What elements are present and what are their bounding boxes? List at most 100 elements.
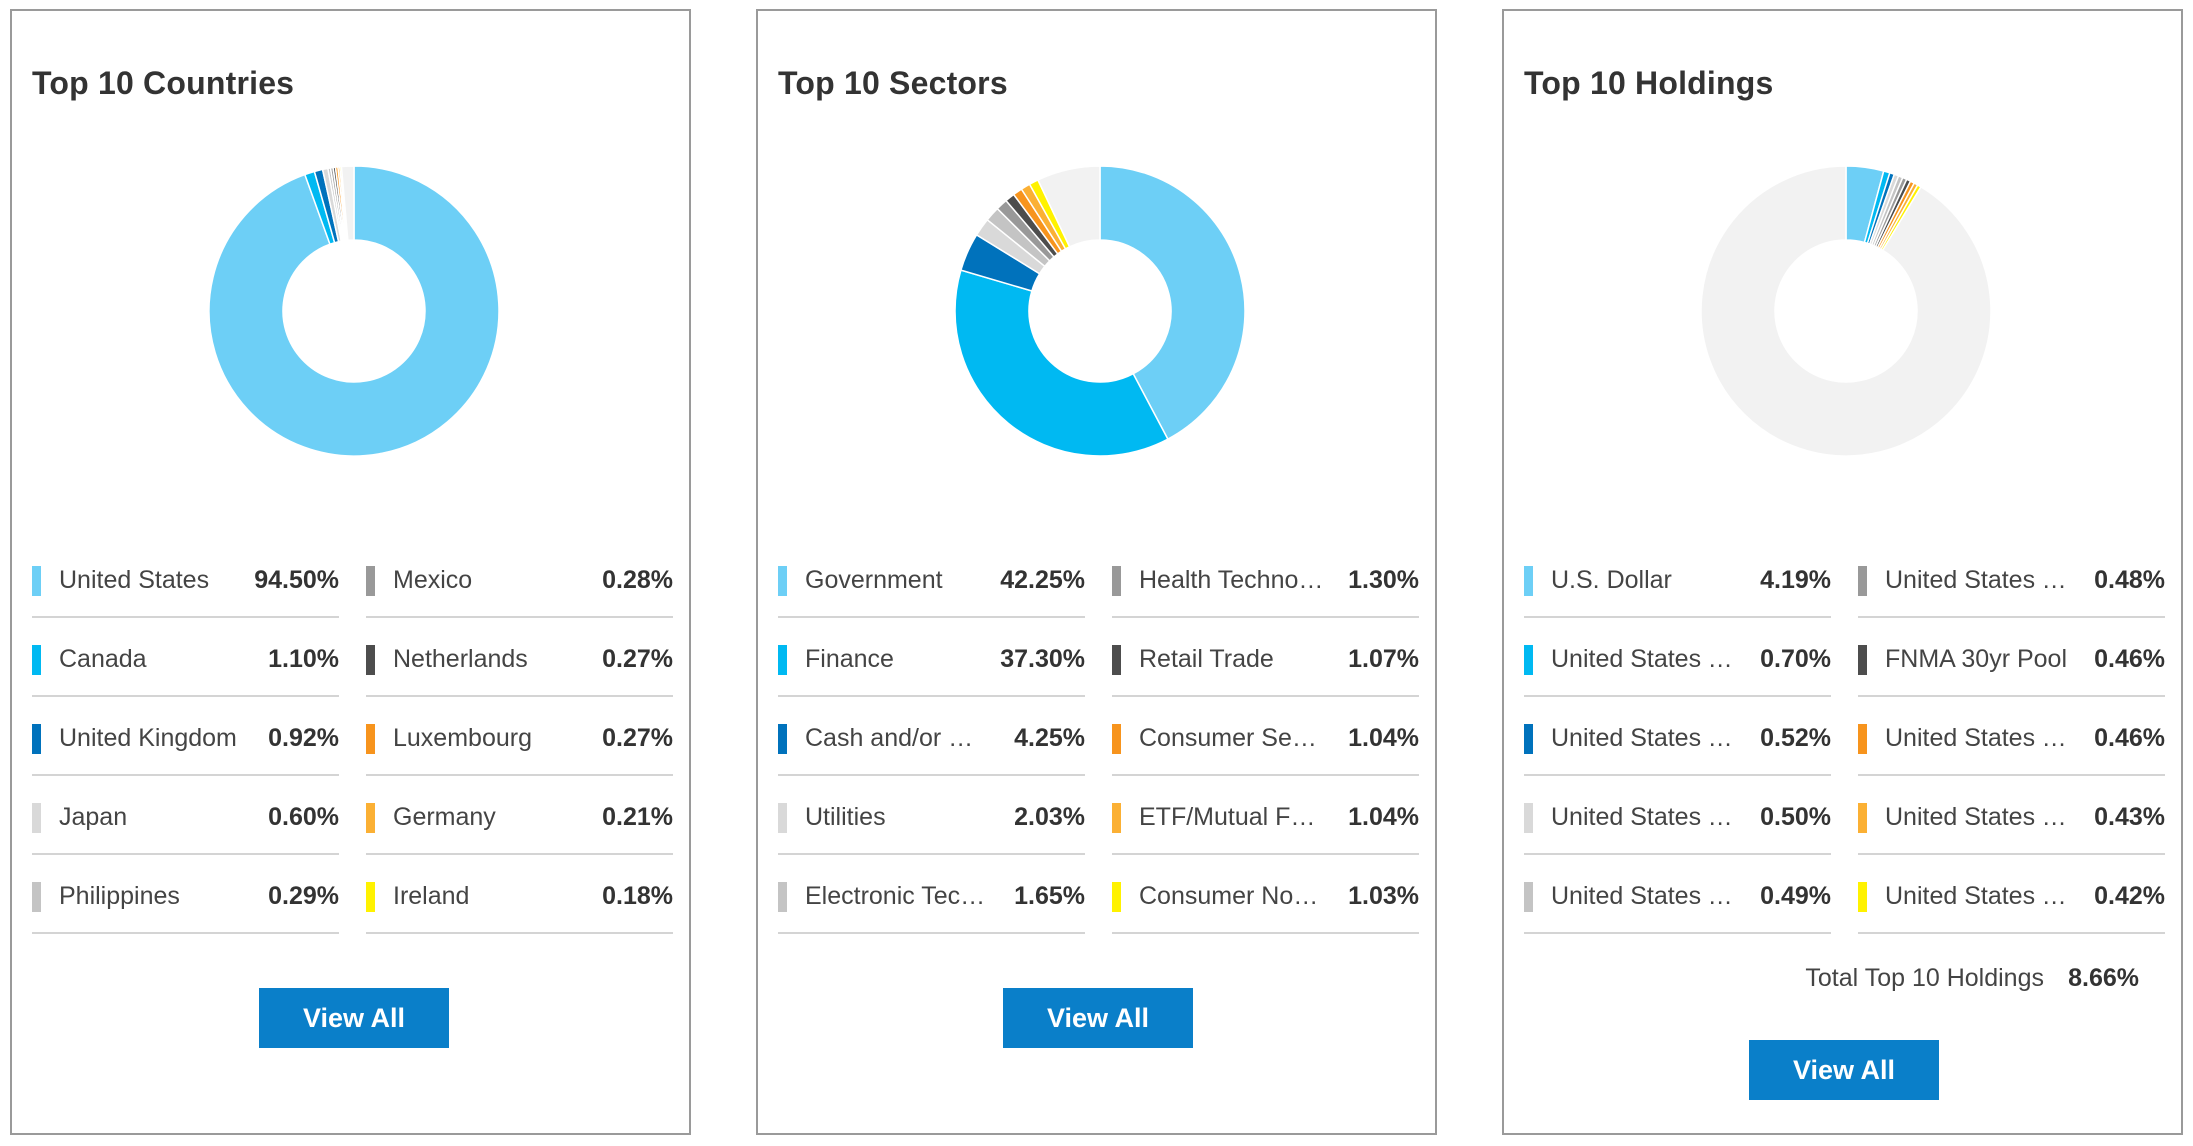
legend-label: Retail Trade (1139, 645, 1274, 673)
legend-value: 1.30% (1348, 566, 1419, 594)
legend-item: Finance 37.30% (778, 620, 1085, 697)
legend-item: U.S. Dollar 4.19% (1524, 541, 1831, 618)
legend-item: United States Treasury 0.48% (1858, 541, 2165, 618)
legend-item: Japan 0.60% (32, 778, 339, 855)
legend-label: ETF/Mutual Funds (1139, 803, 1324, 831)
legend-item: Consumer Non-Durables 1.03% (1112, 857, 1419, 934)
legend-value: 0.43% (2094, 803, 2165, 831)
legend-swatch (1112, 566, 1121, 596)
countries-donut-svg (209, 166, 499, 456)
legend-swatch (778, 566, 787, 596)
legend-value: 4.25% (1014, 724, 1085, 752)
legend-value: 4.19% (1760, 566, 1831, 594)
legend-label: United States Treasury (1885, 724, 2070, 752)
legend-label: Mexico (393, 566, 473, 594)
legend-item: United States Treasury 0.70% (1524, 620, 1831, 697)
legend-swatch (32, 724, 41, 754)
legend-value: 1.10% (268, 645, 339, 673)
legend-value: 0.60% (268, 803, 339, 831)
legend-value: 0.29% (268, 882, 339, 910)
legend-value: 0.70% (1760, 645, 1831, 673)
view-all-holdings-button[interactable]: View All (1749, 1040, 1939, 1100)
sectors-donut-chart (955, 166, 1245, 456)
legend-label: United States Treasury (1885, 803, 2070, 831)
legend-swatch (366, 645, 375, 675)
legend-label: United States Treasury (1885, 566, 2070, 594)
donut-slice-other[interactable] (1701, 166, 1991, 456)
donut-slice-other[interactable] (340, 166, 355, 242)
legend-item: FNMA 30yr Pool 0.46% (1858, 620, 2165, 697)
donut-slice[interactable] (955, 269, 1169, 456)
legend-item: ETF/Mutual Funds 1.04% (1112, 778, 1419, 855)
legend-label: United States Treasury (1551, 882, 1736, 910)
legend-swatch (1112, 724, 1121, 754)
legend-label: United States Treasury (1551, 803, 1736, 831)
legend-swatch (1524, 645, 1533, 675)
legend-item: Cash and/or Derivatives 4.25% (778, 699, 1085, 776)
legend-label: FNMA 30yr Pool (1885, 645, 2068, 673)
legend-value: 0.42% (2094, 882, 2165, 910)
legend-swatch (32, 803, 41, 833)
legend-item: United States Treasury 0.50% (1524, 778, 1831, 855)
legend-item: Health Technology 1.30% (1112, 541, 1419, 618)
legend-swatch (778, 724, 787, 754)
legend-swatch (1858, 645, 1867, 675)
legend-value: 1.65% (1014, 882, 1085, 910)
card-title: Top 10 Holdings (1524, 65, 1774, 101)
legend-value: 0.27% (602, 724, 673, 752)
card-title: Top 10 Sectors (778, 65, 1008, 101)
legend-label: United States Treasury (1551, 724, 1736, 752)
legend-value: 1.04% (1348, 803, 1419, 831)
legend-value: 0.46% (2094, 724, 2165, 752)
legend-label: Health Technology (1139, 566, 1324, 594)
legend-item: United States Treasury 0.42% (1858, 857, 2165, 934)
legend-item: Electronic Technology 1.65% (778, 857, 1085, 934)
legend-value: 0.18% (602, 882, 673, 910)
legend-value: 2.03% (1014, 803, 1085, 831)
legend-item: Netherlands 0.27% (366, 620, 673, 697)
legend-swatch (778, 645, 787, 675)
legend-value: 37.30% (1000, 645, 1085, 673)
legend-swatch (1524, 882, 1533, 912)
legend-item: Germany 0.21% (366, 778, 673, 855)
legend-swatch (32, 645, 41, 675)
countries-donut-chart (209, 166, 499, 456)
legend-label: Cash and/or Derivatives (805, 724, 990, 752)
legend-value: 0.48% (2094, 566, 2165, 594)
donut-slice[interactable] (209, 166, 499, 456)
legend-swatch (1858, 566, 1867, 596)
legend-item: United States 94.50% (32, 541, 339, 618)
legend-value: 0.27% (602, 645, 673, 673)
legend-swatch (366, 724, 375, 754)
legend-label: Ireland (393, 882, 470, 910)
legend-label: Consumer Non-Durables (1139, 882, 1324, 910)
sectors-donut-svg (955, 166, 1245, 456)
legend-item: United Kingdom 0.92% (32, 699, 339, 776)
legend-value: 0.28% (602, 566, 673, 594)
legend-label: United States Treasury (1551, 645, 1736, 673)
legend-value: 1.07% (1348, 645, 1419, 673)
total-label: Total Top 10 Holdings (1805, 964, 2044, 992)
donut-slice[interactable] (1099, 166, 1245, 441)
top-holdings-card: Top 10 Holdings U.S. Dollar 4.19% United S… (1502, 9, 2183, 1135)
legend-label: Government (805, 566, 943, 594)
legend-swatch (1112, 803, 1121, 833)
legend-value: 0.21% (602, 803, 673, 831)
legend-item: United States Treasury 0.43% (1858, 778, 2165, 855)
legend-item: Retail Trade 1.07% (1112, 620, 1419, 697)
legend-label: U.S. Dollar (1551, 566, 1672, 594)
view-all-sectors-button[interactable]: View All (1003, 988, 1193, 1048)
legend-swatch (1112, 645, 1121, 675)
legend-swatch (32, 566, 41, 596)
card-title: Top 10 Countries (32, 65, 295, 101)
legend-value: 1.04% (1348, 724, 1419, 752)
legend-value: 94.50% (254, 566, 339, 594)
legend-swatch (366, 882, 375, 912)
legend-label: United Kingdom (59, 724, 237, 752)
donut-slice-other[interactable] (1036, 166, 1101, 248)
legend-swatch (1524, 724, 1533, 754)
legend-value: 42.25% (1000, 566, 1085, 594)
legend-value: 0.49% (1760, 882, 1831, 910)
view-all-countries-button[interactable]: View All (259, 988, 449, 1048)
legend-value: 1.03% (1348, 882, 1419, 910)
